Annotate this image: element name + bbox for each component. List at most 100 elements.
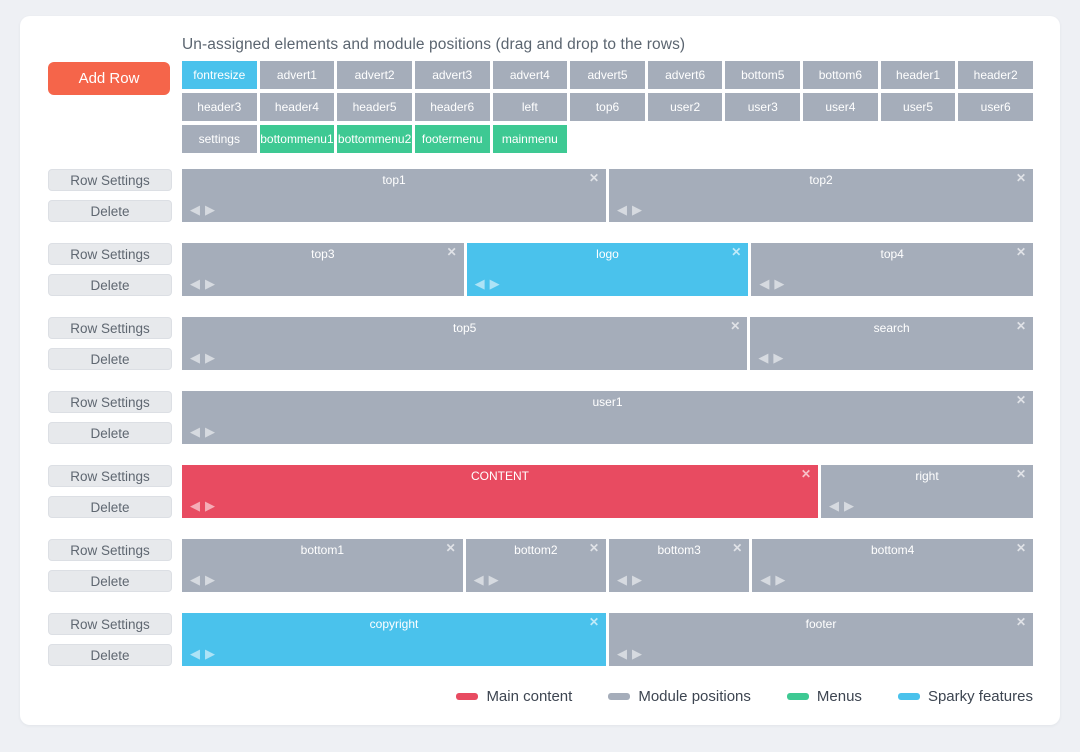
arrow-left-icon[interactable]: ◀	[190, 424, 200, 439]
delete-row-button[interactable]: Delete	[48, 422, 172, 444]
unassigned-chip-header5[interactable]: header5	[337, 93, 412, 121]
close-icon[interactable]: ✕	[730, 319, 741, 333]
arrow-left-icon[interactable]: ◀	[190, 202, 200, 217]
unassigned-chip-settings[interactable]: settings	[182, 125, 257, 153]
position-block-top3[interactable]: top3 ✕ ◀ ▶	[182, 243, 464, 296]
close-icon[interactable]: ✕	[1015, 467, 1026, 481]
arrow-left-icon[interactable]: ◀	[760, 572, 771, 587]
arrow-left-icon[interactable]: ◀	[190, 646, 200, 661]
close-icon[interactable]: ✕	[1015, 541, 1026, 555]
close-icon[interactable]: ✕	[1015, 245, 1027, 259]
unassigned-chip-advert2[interactable]: advert2	[337, 61, 412, 89]
close-icon[interactable]: ✕	[1015, 171, 1026, 185]
unassigned-chip-footermenu[interactable]: footermenu	[414, 125, 490, 153]
arrow-left-icon[interactable]: ◀	[473, 572, 484, 587]
position-block-content[interactable]: CONTENT ✕ ◀ ▶	[182, 465, 818, 518]
close-icon[interactable]: ✕	[588, 615, 599, 629]
close-icon[interactable]: ✕	[1015, 615, 1026, 629]
arrow-right-icon[interactable]: ▶	[205, 350, 215, 365]
arrow-left-icon[interactable]: ◀	[617, 646, 627, 661]
row-settings-button[interactable]: Row Settings	[48, 613, 172, 635]
arrow-right-icon[interactable]: ▶	[205, 424, 215, 439]
arrow-left-icon[interactable]: ◀	[759, 276, 770, 291]
close-icon[interactable]: ✕	[731, 245, 742, 259]
unassigned-chip-header6[interactable]: header6	[414, 93, 490, 121]
unassigned-chip-advert3[interactable]: advert3	[414, 61, 490, 89]
position-block-user1[interactable]: user1 ✕ ◀ ▶	[182, 391, 1033, 444]
position-block-bottom2[interactable]: bottom2 ✕ ◀ ▶	[465, 539, 606, 592]
close-icon[interactable]: ✕	[732, 541, 743, 555]
arrow-right-icon[interactable]: ▶	[205, 572, 215, 587]
position-block-top1[interactable]: top1 ✕ ◀ ▶	[182, 169, 606, 222]
arrow-right-icon[interactable]: ▶	[774, 276, 785, 291]
unassigned-chip-user3[interactable]: user3	[725, 93, 801, 121]
unassigned-chip-mainmenu[interactable]: mainmenu	[492, 125, 568, 153]
arrow-right-icon[interactable]: ▶	[205, 276, 215, 291]
add-row-button[interactable]: Add Row	[48, 62, 170, 95]
row-settings-button[interactable]: Row Settings	[48, 169, 172, 191]
position-block-logo[interactable]: logo ✕ ◀ ▶	[466, 243, 749, 296]
position-block-copyright[interactable]: copyright ✕ ◀ ▶	[182, 613, 606, 666]
delete-row-button[interactable]: Delete	[48, 570, 172, 592]
unassigned-chip-user6[interactable]: user6	[958, 93, 1033, 121]
arrow-left-icon[interactable]: ◀	[190, 350, 200, 365]
close-icon[interactable]: ✕	[588, 171, 599, 185]
row-settings-button[interactable]: Row Settings	[48, 539, 172, 561]
delete-row-button[interactable]: Delete	[48, 644, 172, 666]
unassigned-chip-bottommenu1[interactable]: bottommenu1	[259, 125, 335, 153]
position-block-top4[interactable]: top4 ✕ ◀ ▶	[751, 243, 1034, 296]
arrow-right-icon[interactable]: ▶	[844, 498, 854, 513]
position-block-search[interactable]: search ✕ ◀ ▶	[750, 317, 1033, 370]
position-block-top2[interactable]: top2 ✕ ◀ ▶	[609, 169, 1033, 222]
unassigned-chip-left[interactable]: left	[492, 93, 568, 121]
delete-row-button[interactable]: Delete	[48, 496, 172, 518]
position-block-footer[interactable]: footer ✕ ◀ ▶	[609, 613, 1033, 666]
row-settings-button[interactable]: Row Settings	[48, 317, 172, 339]
arrow-left-icon[interactable]: ◀	[190, 498, 200, 513]
arrow-left-icon[interactable]: ◀	[758, 350, 769, 365]
row-settings-button[interactable]: Row Settings	[48, 465, 172, 487]
arrow-right-icon[interactable]: ▶	[632, 572, 642, 587]
close-icon[interactable]: ✕	[1015, 393, 1026, 407]
arrow-left-icon[interactable]: ◀	[190, 276, 200, 291]
row-settings-button[interactable]: Row Settings	[48, 391, 172, 413]
close-icon[interactable]: ✕	[446, 245, 457, 259]
unassigned-chip-advert5[interactable]: advert5	[570, 61, 645, 89]
position-block-bottom1[interactable]: bottom1 ✕ ◀ ▶	[182, 539, 463, 592]
delete-row-button[interactable]: Delete	[48, 274, 172, 296]
unassigned-chip-header1[interactable]: header1	[880, 61, 956, 89]
unassigned-chip-bottommenu2[interactable]: bottommenu2	[337, 125, 412, 153]
arrow-right-icon[interactable]: ▶	[488, 572, 499, 587]
unassigned-chip-header4[interactable]: header4	[259, 93, 335, 121]
arrow-right-icon[interactable]: ▶	[775, 572, 786, 587]
unassigned-chip-bottom5[interactable]: bottom5	[725, 61, 801, 89]
position-block-bottom3[interactable]: bottom3 ✕ ◀ ▶	[609, 539, 750, 592]
unassigned-chip-advert4[interactable]: advert4	[492, 61, 568, 89]
close-icon[interactable]: ✕	[588, 541, 599, 555]
unassigned-chip-top6[interactable]: top6	[570, 93, 645, 121]
position-block-bottom4[interactable]: bottom4 ✕ ◀ ▶	[752, 539, 1033, 592]
arrow-left-icon[interactable]: ◀	[190, 572, 200, 587]
arrow-right-icon[interactable]: ▶	[205, 498, 215, 513]
unassigned-chip-fontresize[interactable]: fontresize	[182, 61, 257, 89]
delete-row-button[interactable]: Delete	[48, 200, 172, 222]
close-icon[interactable]: ✕	[1015, 319, 1026, 333]
arrow-right-icon[interactable]: ▶	[773, 350, 784, 365]
position-block-top5[interactable]: top5 ✕ ◀ ▶	[182, 317, 748, 370]
unassigned-chip-user5[interactable]: user5	[880, 93, 956, 121]
arrow-right-icon[interactable]: ▶	[205, 646, 215, 661]
unassigned-chip-advert1[interactable]: advert1	[259, 61, 335, 89]
unassigned-chip-header3[interactable]: header3	[182, 93, 257, 121]
arrow-right-icon[interactable]: ▶	[489, 276, 500, 291]
unassigned-chip-user2[interactable]: user2	[647, 93, 723, 121]
unassigned-chip-advert6[interactable]: advert6	[647, 61, 723, 89]
arrow-left-icon[interactable]: ◀	[617, 572, 627, 587]
arrow-right-icon[interactable]: ▶	[632, 646, 642, 661]
row-settings-button[interactable]: Row Settings	[48, 243, 172, 265]
close-icon[interactable]: ✕	[800, 467, 811, 481]
position-block-right[interactable]: right ✕ ◀ ▶	[821, 465, 1033, 518]
arrow-right-icon[interactable]: ▶	[632, 202, 642, 217]
unassigned-chip-user4[interactable]: user4	[803, 93, 878, 121]
arrow-left-icon[interactable]: ◀	[474, 276, 485, 291]
arrow-left-icon[interactable]: ◀	[617, 202, 627, 217]
